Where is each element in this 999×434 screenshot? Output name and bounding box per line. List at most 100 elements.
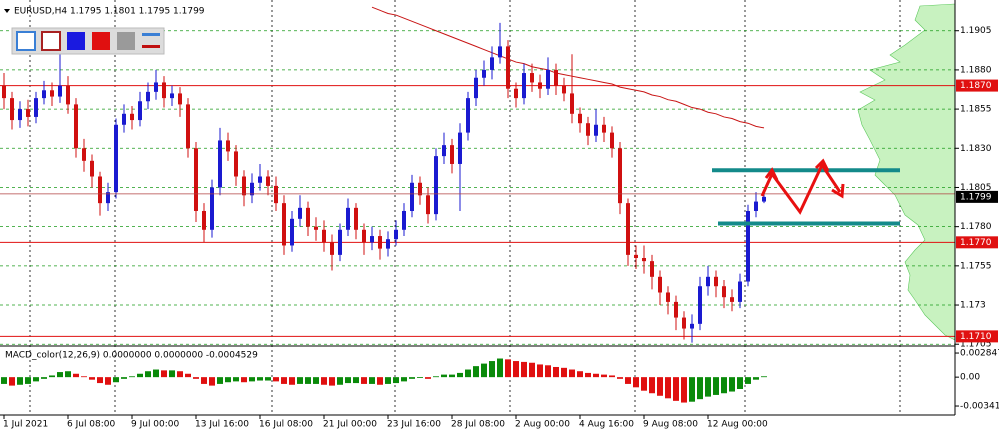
macd-bar <box>673 377 679 401</box>
macd-bar <box>465 369 471 378</box>
candle-body <box>162 82 166 99</box>
x-tick-label: 9 Jul 00:00 <box>131 420 180 430</box>
y-tick-label: 0.002847 <box>960 349 999 359</box>
candle-body <box>658 276 662 293</box>
macd-bar <box>249 377 255 382</box>
moving-average <box>371 6 765 129</box>
candle-body <box>738 281 742 302</box>
x-tick-label: 23 Jul 16:00 <box>387 420 441 430</box>
macd-bar <box>289 377 295 385</box>
candle-body <box>762 196 766 202</box>
macd-bar <box>241 377 247 383</box>
macd-bar <box>457 372 463 378</box>
level-label: 1.1870 <box>960 81 992 91</box>
macd-bar <box>49 375 55 378</box>
macd-bar <box>1 377 7 384</box>
candle-body <box>194 148 198 211</box>
macd-bar <box>481 363 487 378</box>
macd-bar <box>161 370 167 378</box>
macd-bar <box>561 367 567 378</box>
candle-body <box>50 90 54 97</box>
candle-body <box>698 286 702 324</box>
macd-bar <box>193 377 199 379</box>
candle-body <box>34 98 38 117</box>
y-tick-label: 0.00 <box>960 373 980 383</box>
candle-body <box>586 123 590 136</box>
tool-button[interactable] <box>142 45 160 48</box>
forecast-arrows <box>760 158 845 215</box>
candle-body <box>666 292 670 302</box>
x-tick-label: 28 Jul 08:00 <box>451 420 505 430</box>
macd-bar <box>441 374 447 378</box>
macd-bar <box>329 377 335 386</box>
macd-bar <box>761 376 767 378</box>
macd-bar <box>425 377 431 379</box>
candle-body <box>490 57 494 70</box>
macd-bar <box>537 364 543 378</box>
x-tick-label: 12 Aug 00:00 <box>707 420 768 430</box>
macd-bar <box>601 374 607 378</box>
macd-bar <box>321 377 327 385</box>
y-tick-label: 1.1905 <box>960 26 992 36</box>
candle-body <box>266 176 270 186</box>
level-label: 1.1770 <box>960 238 992 248</box>
macd-bar <box>273 377 279 382</box>
toolbar <box>11 27 165 55</box>
tool-button[interactable] <box>142 33 160 36</box>
macd-bar <box>121 377 127 379</box>
candle-body <box>506 46 510 89</box>
macd-bar <box>505 359 511 378</box>
candle-body <box>154 82 158 92</box>
candle-body <box>122 113 126 125</box>
macd-bar <box>553 366 559 378</box>
candle-body <box>274 185 278 204</box>
macd-bar <box>113 377 119 383</box>
macd-bar <box>497 358 503 378</box>
candle-body <box>554 69 558 86</box>
macd-bar <box>745 377 751 384</box>
macd-bar <box>649 377 655 394</box>
tool-button[interactable] <box>41 31 61 51</box>
candle-body <box>10 98 14 121</box>
candle-body <box>642 258 646 262</box>
candle-body <box>474 77 478 99</box>
macd-bar <box>233 377 239 382</box>
macd-bar <box>337 377 343 385</box>
macd-bar <box>569 369 575 378</box>
candle-body <box>402 210 406 230</box>
macd-bar <box>489 361 495 378</box>
candle-body <box>714 276 718 287</box>
candle-body <box>282 203 286 246</box>
candle-body <box>482 69 486 78</box>
candle-body <box>330 242 334 255</box>
x-tick-label: 1 Jul 2021 <box>3 420 48 430</box>
tool-button[interactable] <box>67 32 85 50</box>
volume-profile <box>857 3 956 341</box>
tool-button[interactable] <box>117 32 135 50</box>
candle-body <box>626 203 630 255</box>
tool-button[interactable] <box>92 32 110 50</box>
macd-bar <box>185 373 191 378</box>
level-label-bg <box>956 79 998 92</box>
macd-bar <box>585 372 591 378</box>
macd-bar <box>545 365 551 378</box>
candle-body <box>98 176 102 204</box>
candle-body <box>546 69 550 89</box>
macd-bar <box>225 377 231 383</box>
candle-body <box>138 101 142 121</box>
dropdown-icon[interactable] <box>4 9 10 13</box>
candle-body <box>370 236 374 243</box>
macd-bar <box>521 361 527 378</box>
candle-body <box>610 132 614 149</box>
macd-bar <box>297 377 303 384</box>
macd-bar <box>25 377 31 384</box>
candle-body <box>186 104 190 149</box>
zigzag <box>760 161 842 215</box>
macd-bar <box>361 377 367 384</box>
macd-bar <box>137 373 143 378</box>
x-tick-label: 16 Jul 08:00 <box>259 420 313 430</box>
tool-button[interactable] <box>16 31 36 51</box>
candle-body <box>90 160 94 177</box>
candle-body <box>386 239 390 249</box>
indicator-title: MACD_color(12,26,9) 0.0000000 0.0000000 … <box>5 351 258 361</box>
